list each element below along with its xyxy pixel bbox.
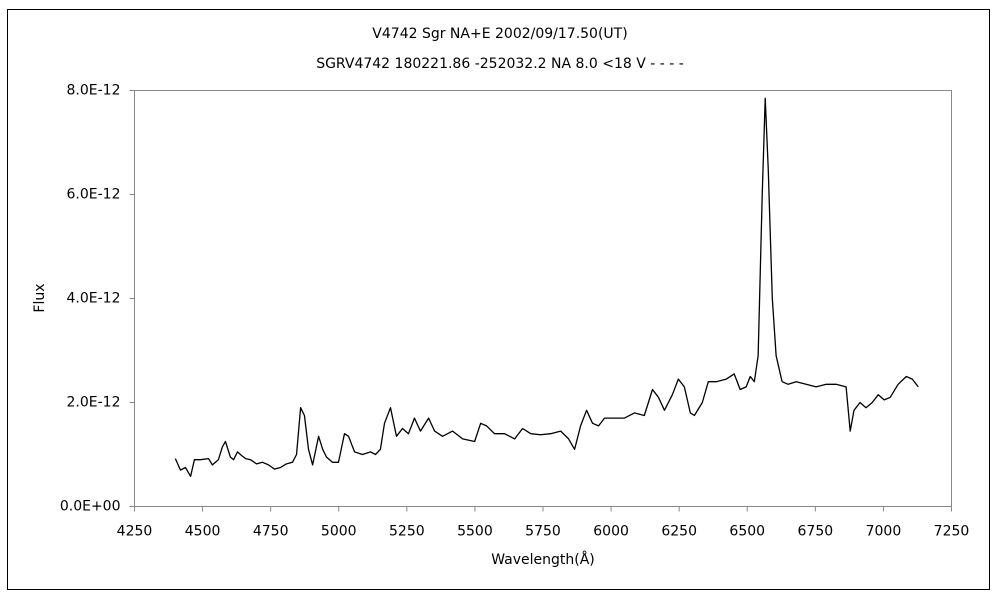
- x-tick-label: 5250: [389, 524, 425, 540]
- x-tick-label: 6250: [661, 524, 697, 540]
- x-tick-label: 4500: [185, 524, 221, 540]
- y-tick-label: 4.0E-12: [67, 291, 121, 307]
- y-tick-label: 6.0E-12: [67, 187, 121, 203]
- plot-area: [134, 90, 952, 507]
- x-tick-label: 5500: [457, 524, 493, 540]
- x-tick-label: 5750: [525, 524, 561, 540]
- x-tick-label: 6750: [798, 524, 834, 540]
- x-tick-label: 5000: [321, 524, 357, 540]
- chart-subtitle: SGRV4742 180221.86 -252032.2 NA 8.0 <18 …: [316, 56, 684, 72]
- x-axis-label: Wavelength(Å): [491, 551, 595, 568]
- y-tick-label: 8.0E-12: [67, 83, 121, 99]
- x-tick-label: 6000: [593, 524, 629, 540]
- chart-title: V4742 Sgr NA+E 2002/09/17.50(UT): [372, 26, 627, 42]
- x-tick-label: 6500: [729, 524, 765, 540]
- x-tick-label: 4250: [117, 524, 153, 540]
- y-axis-label: Flux: [32, 283, 48, 312]
- y-tick-label: 2.0E-12: [67, 395, 121, 411]
- spectrum-line: [174, 97, 919, 477]
- y-tick-label: 0.0E+00: [60, 499, 121, 515]
- x-tick-label: 7250: [934, 524, 970, 540]
- x-tick-label: 7000: [866, 524, 902, 540]
- x-tick-label: 4750: [253, 524, 289, 540]
